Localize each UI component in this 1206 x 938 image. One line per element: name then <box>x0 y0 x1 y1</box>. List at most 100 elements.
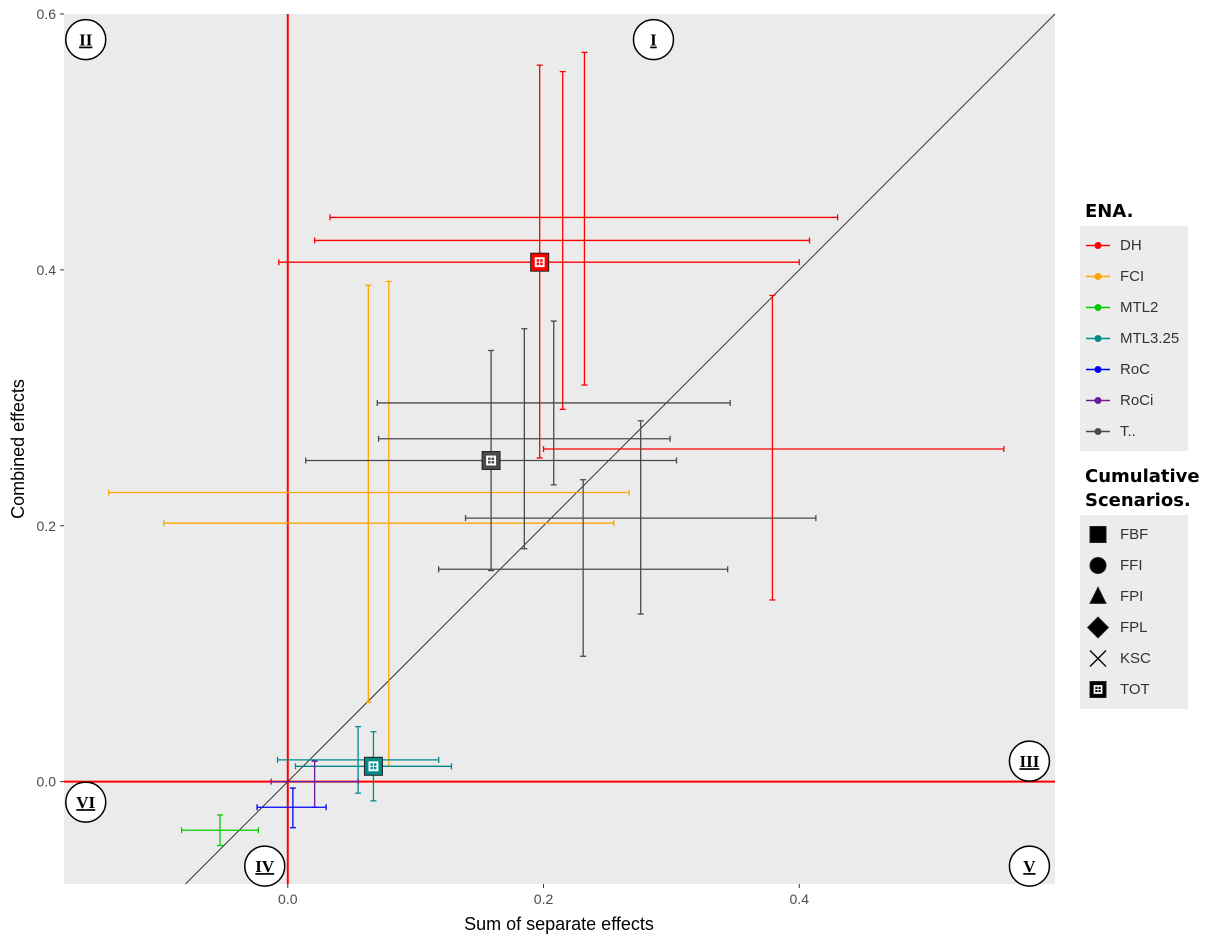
legend-label: FBF <box>1120 526 1149 543</box>
quadrant-label-circle <box>1008 740 1051 782</box>
point-mtl3.25-tot <box>363 756 383 776</box>
legend-dot <box>1094 304 1102 311</box>
legend-key-glyph <box>1089 650 1107 667</box>
legend-label: MTL3.25 <box>1120 330 1180 347</box>
legend-label: FPL <box>1120 619 1148 636</box>
quadrant-label-iii: III <box>1008 740 1051 782</box>
legend-key <box>1080 581 1120 612</box>
error-bar-mtl2-fpi <box>180 814 260 847</box>
legend-key <box>1080 550 1120 581</box>
legend-key <box>1080 323 1120 354</box>
x-tick-label: 0.4 <box>790 891 810 907</box>
error-bar-fci-fpl <box>163 280 615 767</box>
legend-key <box>1080 261 1120 292</box>
legend-key <box>1080 674 1120 705</box>
legend-ena-item-roc: RoC <box>1080 354 1188 385</box>
error-bar-dh-fbf <box>313 70 811 410</box>
legend-label: DH <box>1120 237 1142 254</box>
legend-label: RoCi <box>1120 392 1154 409</box>
legend-key <box>1080 385 1120 416</box>
error-bar-dh-fpl <box>329 51 839 386</box>
y-axis-title: Combined effects <box>8 379 28 519</box>
legend-label: RoC <box>1120 361 1151 378</box>
legend-key <box>1080 519 1120 550</box>
quadrant-label-text: V <box>1023 857 1036 876</box>
quadrant-label-text: VI <box>76 793 95 812</box>
quadrant-label-text: I <box>650 31 657 50</box>
square-marker <box>1089 526 1107 543</box>
quadrant-label-v: V <box>1008 845 1051 887</box>
quadrant-label-iv: IV <box>244 845 286 887</box>
quadrant-label-circle <box>64 781 107 823</box>
legend-scenario-item-ksc: KSC <box>1080 643 1188 674</box>
cross-marker-b <box>1089 650 1107 667</box>
diamond-marker <box>1086 616 1110 639</box>
error-bar-t..-ffi <box>464 420 817 615</box>
legend-ena-item-t: T.. <box>1080 416 1188 447</box>
error-bar-roci-fpi <box>270 760 359 808</box>
x-tick-label: 0.0 <box>278 891 298 907</box>
quadrant-label-circle <box>64 18 107 61</box>
y-tick-label: 0.2 <box>37 518 57 534</box>
quadrant-label-text: II <box>79 31 93 50</box>
quadrant-label-vi: VI <box>64 781 107 823</box>
legend-key-glyph <box>1086 242 1110 249</box>
legend-label: FPI <box>1120 588 1144 605</box>
legend-key-glyph <box>1086 428 1110 435</box>
legend-scenario-item-tot: TOT <box>1080 674 1188 705</box>
y-tick-label: 0.0 <box>37 774 57 790</box>
quadrant-label-i: I <box>632 18 675 61</box>
error-bar-t..-fpl <box>376 320 731 486</box>
error-bar-mtl3.25-fbf <box>276 725 440 794</box>
legend-label: T.. <box>1120 423 1136 440</box>
legend-label: FFI <box>1120 557 1143 574</box>
legend-ena-title: ENA. <box>1085 201 1134 222</box>
legend-dot <box>1094 397 1102 404</box>
point-t..-tot <box>481 451 501 471</box>
legend-scenarios-title-line2: Scenarios. <box>1085 490 1191 511</box>
legend-key-glyph <box>1086 273 1110 280</box>
legend-key-glyph <box>1086 397 1110 404</box>
axes: 0.0 0.2 0.4 0.0 0.2 0.4 0.6 <box>37 6 810 907</box>
legend-label: MTL2 <box>1120 299 1159 316</box>
legend-key <box>1080 612 1120 643</box>
legend-label: TOT <box>1120 681 1150 698</box>
legend-scenario-item-fpi: FPI <box>1080 581 1188 612</box>
data-markers <box>363 252 550 776</box>
legend-scenario-item-fbf: FBF <box>1080 519 1188 550</box>
legend-key-glyph <box>1089 586 1107 604</box>
quadrant-label-circle <box>244 845 286 887</box>
legend-key-glyph <box>1086 366 1110 373</box>
legend-label: FCI <box>1120 268 1145 285</box>
error-bar-fci-fpi <box>108 284 630 703</box>
quadrant-label-text: III <box>1019 752 1039 771</box>
legend-key-glyph <box>1086 335 1110 342</box>
legend-key-glyph <box>1086 616 1110 639</box>
legend-dot <box>1094 335 1102 342</box>
error-bar-t..-fbf <box>377 328 671 550</box>
legend-key <box>1080 354 1120 385</box>
x-axis-title: Sum of separate effects <box>464 914 654 934</box>
triangle-marker <box>1089 586 1107 604</box>
y-tick-label: 0.6 <box>37 6 57 22</box>
legend-key-glyph <box>1089 557 1107 574</box>
legend-scenario-item-fpl: FPL <box>1080 612 1188 643</box>
circle-marker <box>1089 557 1107 574</box>
legend-key-glyph <box>1086 304 1110 311</box>
legend-scenario-item-ffi: FFI <box>1080 550 1188 581</box>
legend-key <box>1080 292 1120 323</box>
legend-ena-item-fci: FCI <box>1080 261 1188 292</box>
point-dh-tot <box>530 252 550 272</box>
legend-ena-item-dh: DH <box>1080 230 1188 261</box>
legend-ena: DH FCI MTL2 MTL3.25 RoC RoCi T.. <box>1080 226 1188 451</box>
legend-ena-item-mtl2: MTL2 <box>1080 292 1188 323</box>
legend-label: KSC <box>1120 650 1151 667</box>
quadrant-label-text: IV <box>255 857 275 876</box>
legend-dot <box>1094 242 1102 249</box>
error-bar-t..-ksc <box>438 479 729 657</box>
quadrant-label-circle <box>632 18 675 61</box>
legend: ENA. DH FCI MTL2 MTL3.25 RoC RoCi T.. Cumulati… <box>1080 200 1206 709</box>
legend-key <box>1080 643 1120 674</box>
